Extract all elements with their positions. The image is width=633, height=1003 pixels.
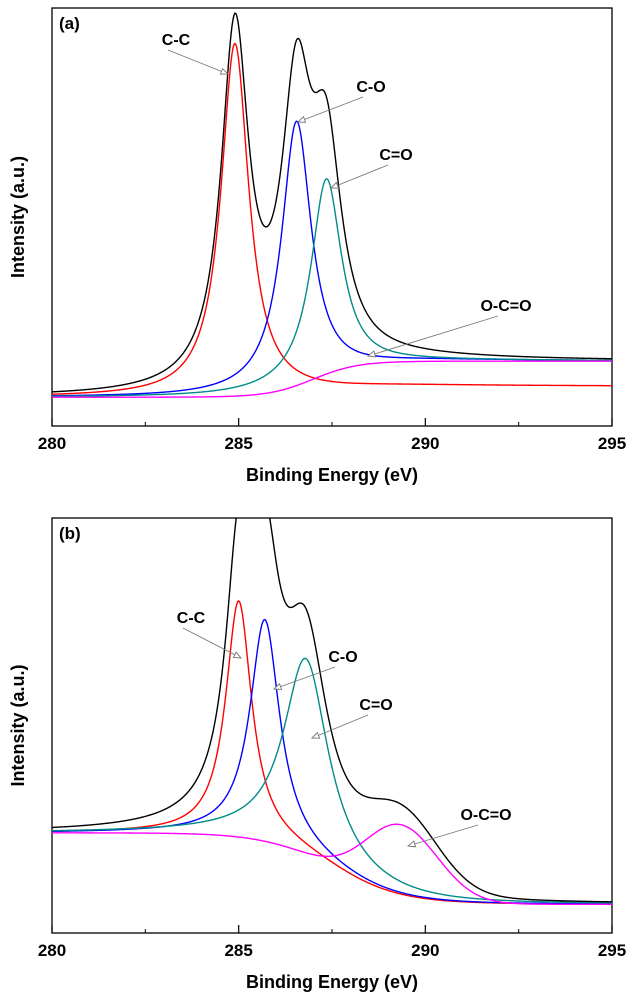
x-tick-label: 295 xyxy=(598,434,626,453)
annotation-arrow xyxy=(311,714,369,739)
x-tick-label: 285 xyxy=(224,941,252,960)
panel-a: 280 285 290 295 Binding Energy (eV) Intensity… xyxy=(8,7,626,485)
series-envelope xyxy=(52,518,612,903)
annotation-arrowhead xyxy=(232,651,243,659)
annotation-arrow xyxy=(407,824,479,847)
annotation-arrow xyxy=(367,315,499,357)
annotation-label: O-C=O xyxy=(460,807,511,824)
annotation-arrow xyxy=(182,627,242,659)
plot-frame xyxy=(51,517,613,934)
panel-label: (a) xyxy=(59,14,80,33)
x-tick-label: 290 xyxy=(411,434,439,453)
annotation-arrowhead xyxy=(366,350,377,358)
plot-frame xyxy=(51,7,613,427)
y-axis-title: Intensity (a.u.) xyxy=(8,156,28,278)
series-c-o xyxy=(52,120,612,397)
series-c-c xyxy=(52,42,612,395)
x-tick-label: 285 xyxy=(224,434,252,453)
annotation-arrowhead xyxy=(310,731,321,739)
annotation-arrow xyxy=(330,164,389,189)
annotation-arrowhead xyxy=(296,115,307,123)
x-tick-label: 290 xyxy=(411,941,439,960)
y-axis-title: Intensity (a.u.) xyxy=(8,664,28,786)
annotation-label: C-O xyxy=(356,79,385,96)
annotation-arrow xyxy=(297,96,364,123)
annotation-label: O-C=O xyxy=(480,298,531,315)
annotation-arrowhead xyxy=(219,67,230,75)
series-o-c-o xyxy=(52,360,612,398)
x-axis-title: Binding Energy (eV) xyxy=(246,972,418,992)
annotation-arrow xyxy=(273,666,336,690)
x-tick-label: 295 xyxy=(598,941,626,960)
annotation-arrowhead xyxy=(329,181,340,189)
x-tick-label: 280 xyxy=(38,434,66,453)
series-envelope xyxy=(52,12,612,393)
series-o-c-o xyxy=(52,823,612,906)
x-axis-title: Binding Energy (eV) xyxy=(246,465,418,485)
annotation-arrowhead xyxy=(406,840,417,848)
panel-b: 280 285 290 295 Binding Energy (eV) Intensity… xyxy=(8,517,626,992)
annotation-label: C=O xyxy=(359,697,392,714)
annotation-label: C-C xyxy=(177,610,206,627)
series-c-c xyxy=(52,599,612,905)
series-c-o xyxy=(52,178,612,397)
annotation-label: C-O xyxy=(328,649,357,666)
annotation-arrowhead xyxy=(272,683,283,690)
panel-label: (b) xyxy=(59,524,81,543)
series-c-o xyxy=(52,657,612,904)
annotation-arrow xyxy=(167,49,229,75)
annotation-label: C=O xyxy=(379,147,412,164)
annotation-label: C-C xyxy=(162,32,191,49)
x-tick-label: 280 xyxy=(38,941,66,960)
